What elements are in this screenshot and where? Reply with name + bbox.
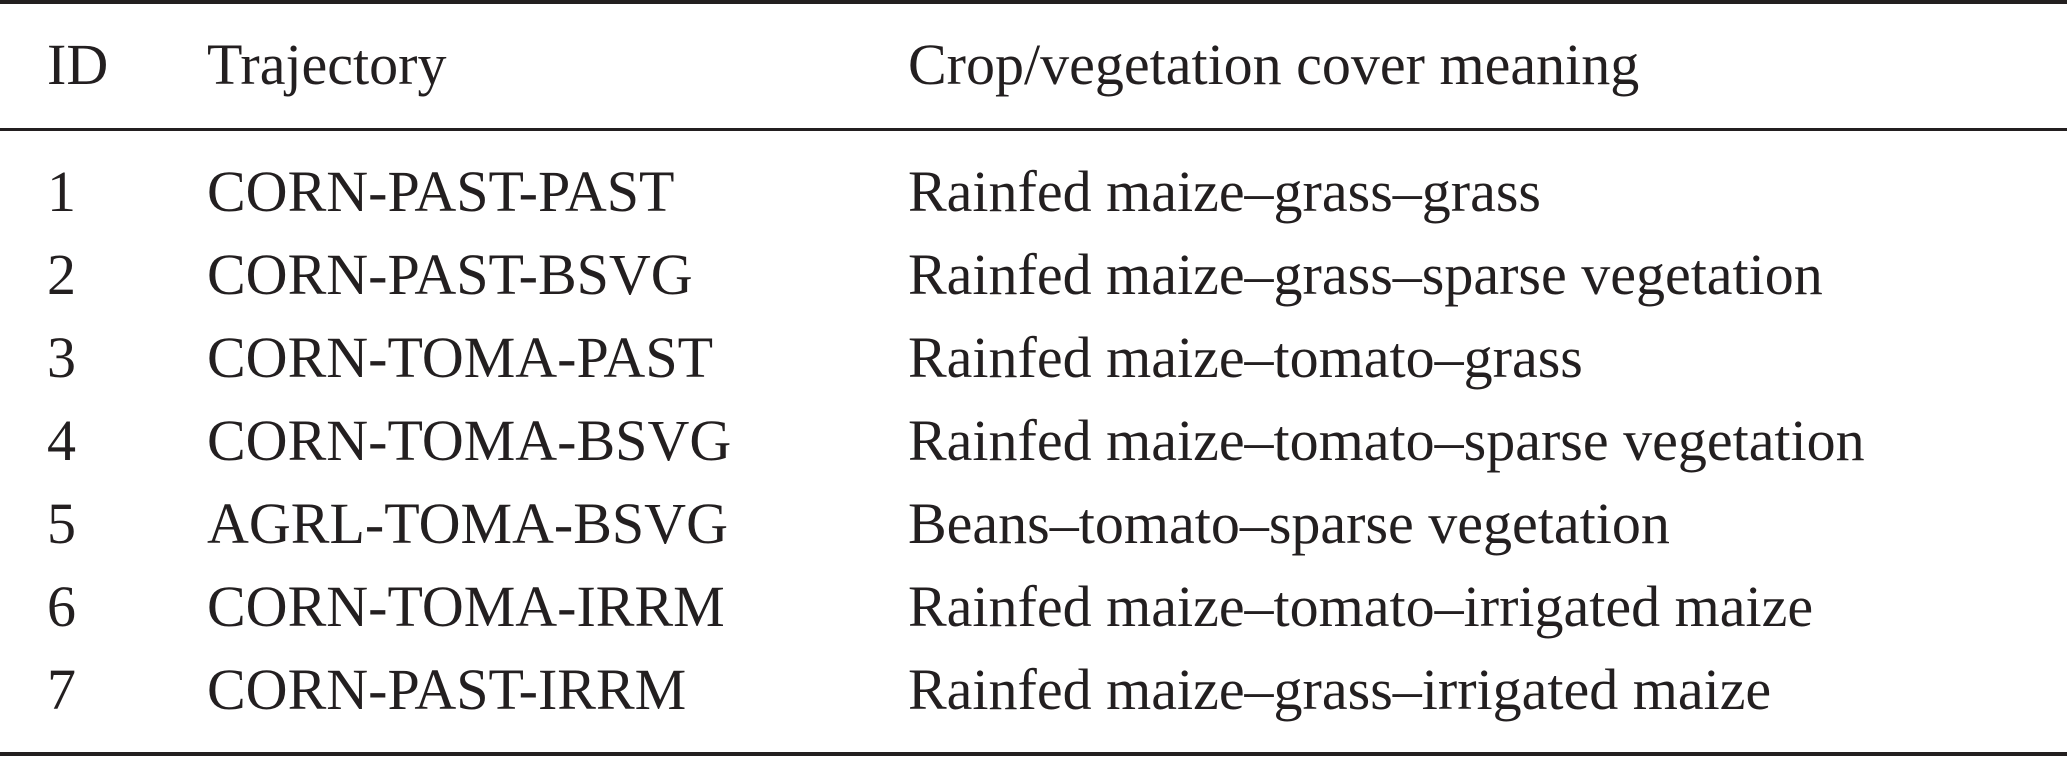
- row-trajectory: CORN-PAST-BSVG: [207, 242, 693, 307]
- row-id: 7: [47, 657, 76, 722]
- table-row: 3 CORN-TOMA-PAST Rainfed maize–tomato–gr…: [0, 329, 2067, 399]
- header-rule: [0, 128, 2067, 131]
- row-id: 3: [47, 325, 76, 390]
- header-trajectory: Trajectory: [207, 32, 447, 97]
- row-id: 2: [47, 242, 76, 307]
- row-trajectory: AGRL-TOMA-BSVG: [207, 491, 728, 556]
- row-id: 1: [47, 159, 76, 224]
- row-meaning: Rainfed maize–grass–sparse vegetation: [908, 242, 1823, 307]
- row-trajectory: CORN-PAST-IRRM: [207, 657, 687, 722]
- row-trajectory: CORN-TOMA-IRRM: [207, 574, 725, 639]
- row-meaning: Beans–tomato–sparse vegetation: [908, 491, 1670, 556]
- table-row: 1 CORN-PAST-PAST Rainfed maize–grass–gra…: [0, 163, 2067, 233]
- table-row: 4 CORN-TOMA-BSVG Rainfed maize–tomato–sp…: [0, 412, 2067, 482]
- row-trajectory: CORN-TOMA-PAST: [207, 325, 713, 390]
- top-rule: [0, 0, 2067, 4]
- row-meaning: Rainfed maize–grass–irrigated maize: [908, 657, 1772, 722]
- header-id: ID: [47, 32, 109, 97]
- table-row: 2 CORN-PAST-BSVG Rainfed maize–grass–spa…: [0, 246, 2067, 316]
- bottom-rule: [0, 752, 2067, 756]
- row-meaning: Rainfed maize–tomato–grass: [908, 325, 1583, 390]
- row-meaning: Rainfed maize–tomato–irrigated maize: [908, 574, 1814, 639]
- table-row: 6 CORN-TOMA-IRRM Rainfed maize–tomato–ir…: [0, 578, 2067, 648]
- row-id: 4: [47, 408, 76, 473]
- row-trajectory: CORN-PAST-PAST: [207, 159, 675, 224]
- row-trajectory: CORN-TOMA-BSVG: [207, 408, 732, 473]
- row-id: 5: [47, 491, 76, 556]
- table-row: 7 CORN-PAST-IRRM Rainfed maize–grass–irr…: [0, 661, 2067, 731]
- row-meaning: Rainfed maize–tomato–sparse vegetation: [908, 408, 1865, 473]
- table-row: 5 AGRL-TOMA-BSVG Beans–tomato–sparse veg…: [0, 495, 2067, 565]
- row-id: 6: [47, 574, 76, 639]
- header-meaning: Crop/vegetation cover meaning: [908, 32, 1640, 97]
- row-meaning: Rainfed maize–grass–grass: [908, 159, 1541, 224]
